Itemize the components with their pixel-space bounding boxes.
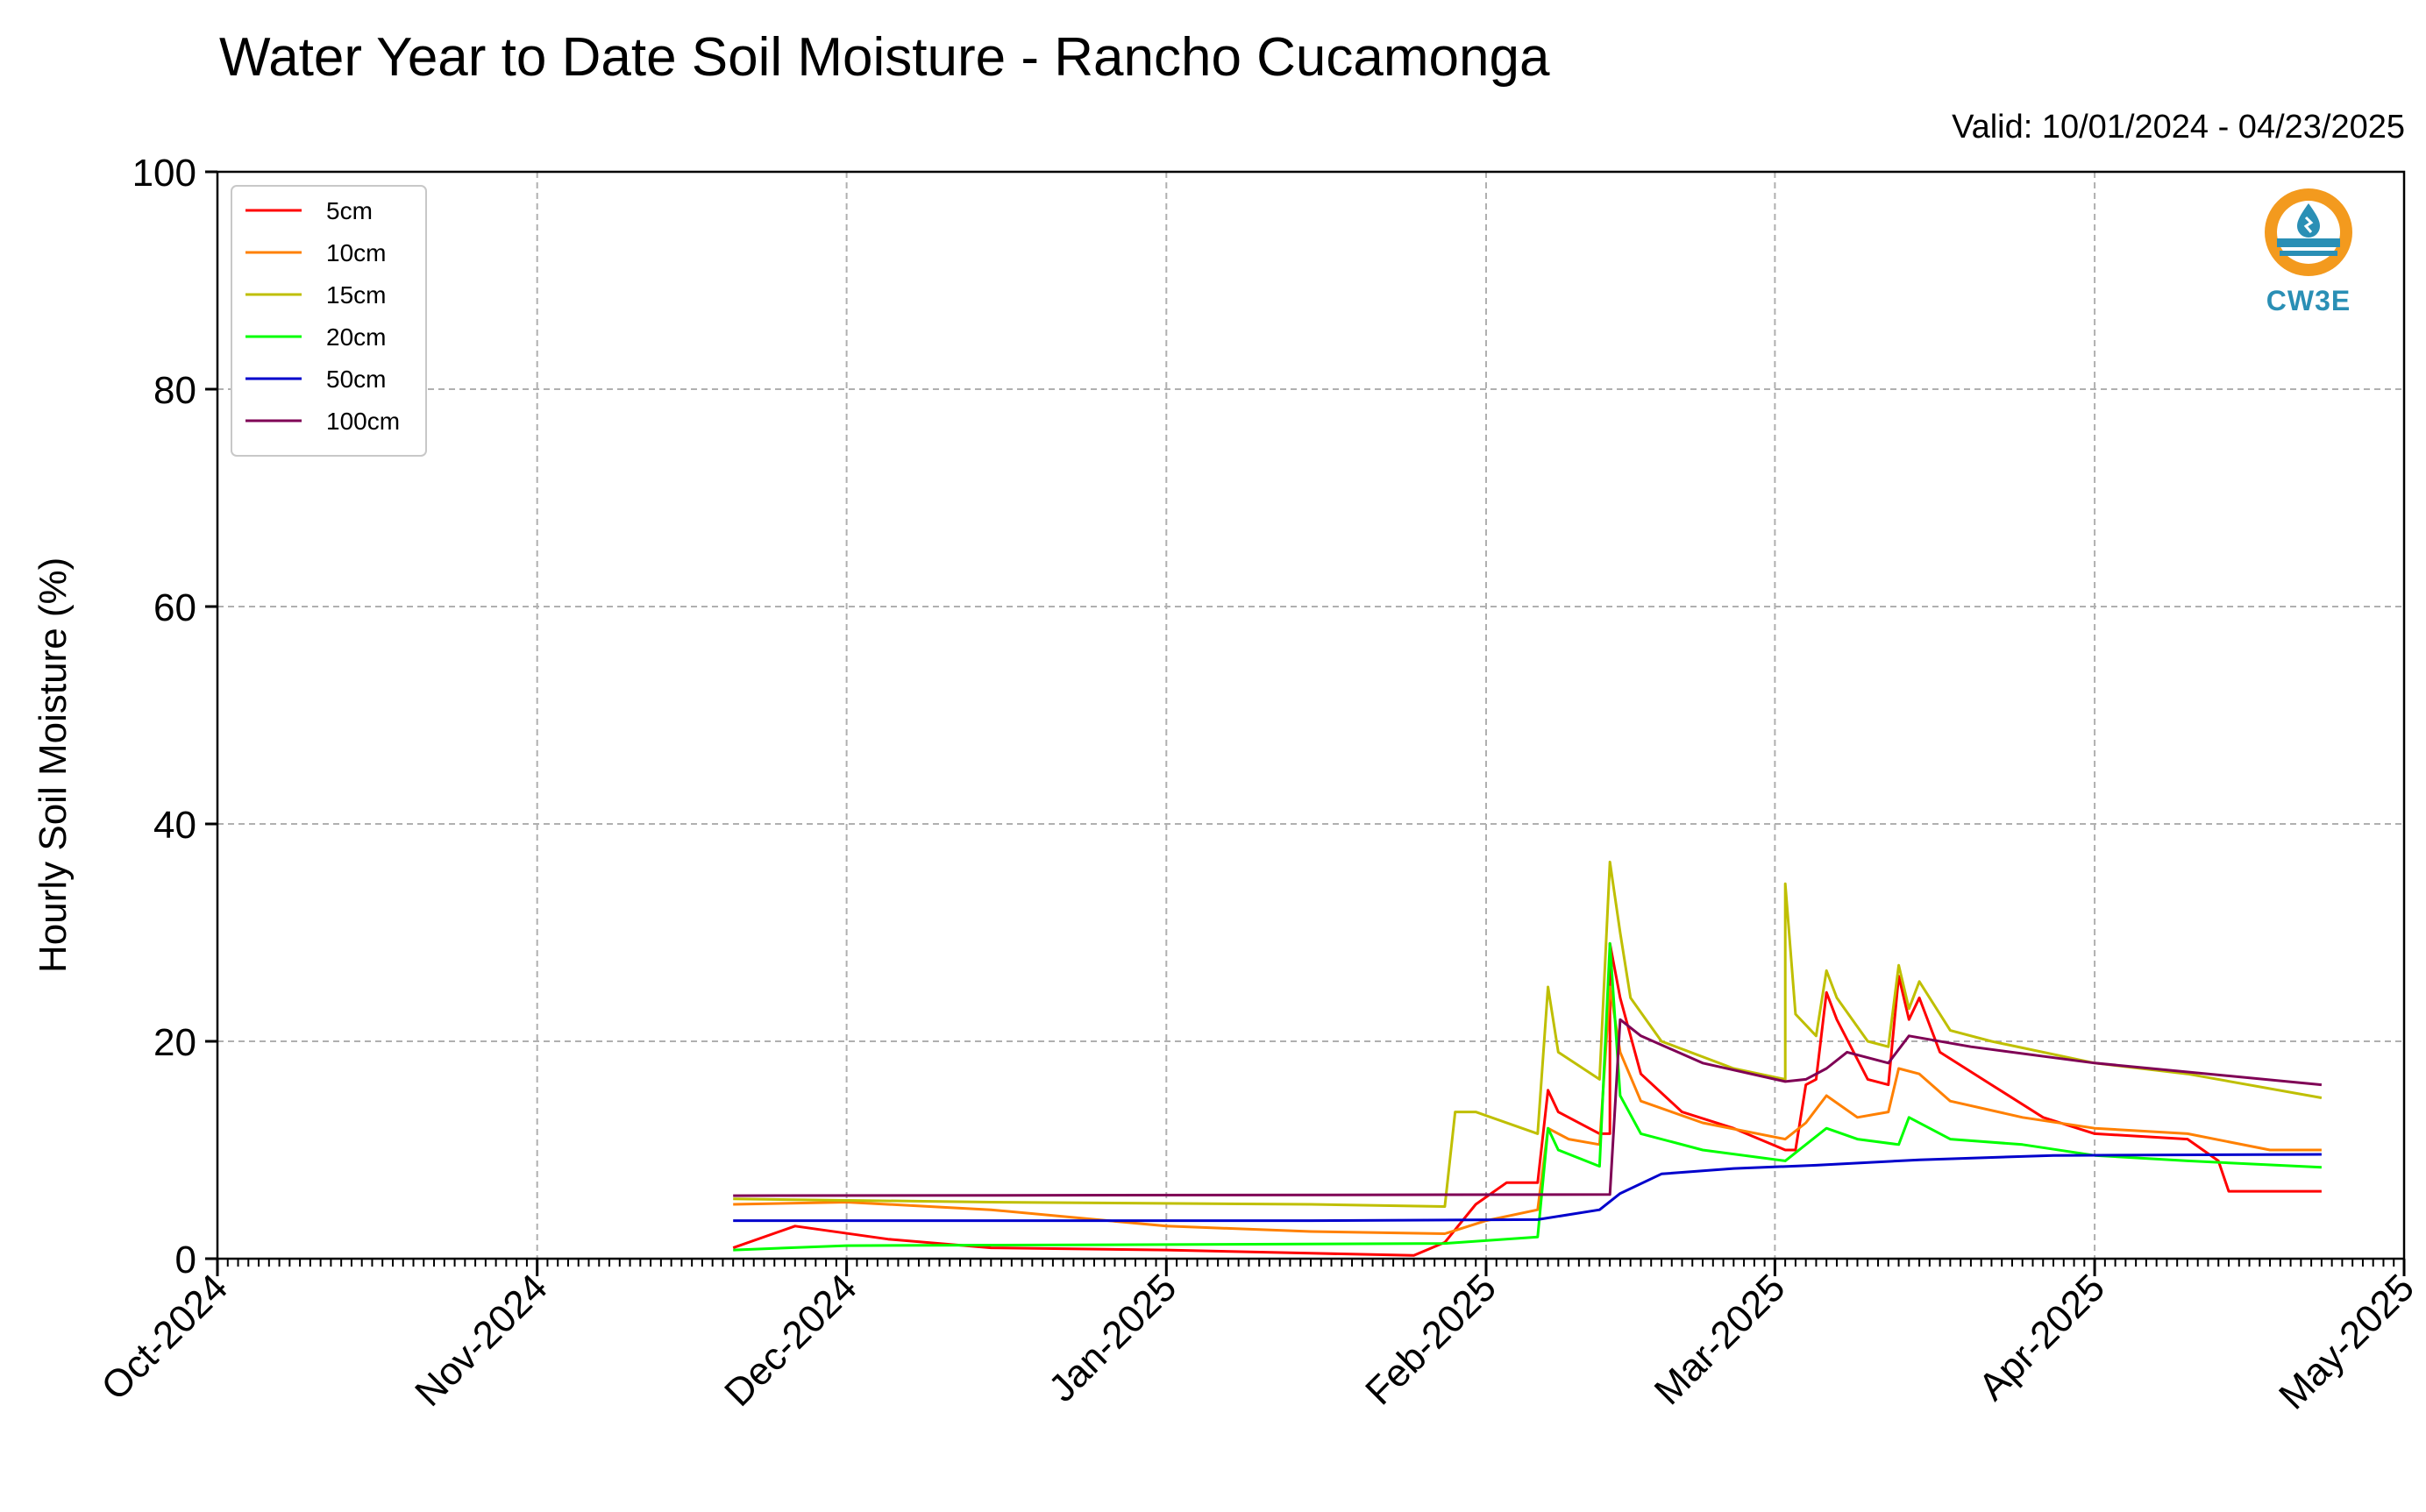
series-line-20cm [733, 941, 2322, 1252]
series-line-10cm [733, 985, 2322, 1235]
y-tick-label: 0 [175, 1239, 196, 1281]
legend-label-15cm: 15cm [326, 281, 386, 309]
valid-date-range: Valid: 10/01/2024 - 04/23/2025 [1952, 109, 2405, 146]
legend: 5cm 10cm 15cm 20cm 50cm 100cm [231, 185, 427, 457]
x-tick-label: Nov-2024 [407, 1266, 556, 1415]
x-tick-label: Oct-2024 [93, 1266, 236, 1409]
series-line-50cm [733, 1153, 2322, 1223]
x-tick-label: Jan-2025 [1041, 1266, 1185, 1409]
cw3e-logo-icon [2265, 188, 2352, 276]
cw3e-logo-text: CW3E [2266, 285, 2351, 316]
chart-title: Water Year to Date Soil Moisture - Ranch… [219, 27, 1550, 88]
x-tick-label: Mar-2025 [1647, 1266, 1794, 1413]
x-tick-label: Dec-2024 [716, 1266, 865, 1415]
legend-label-20cm: 20cm [326, 323, 386, 351]
y-tick-label: 40 [153, 804, 196, 847]
y-tick-label: 100 [132, 152, 196, 195]
legend-label-5cm: 5cm [326, 197, 373, 224]
legend-label-10cm: 10cm [326, 239, 386, 266]
axes: Oct-2024 Nov-2024 Dec-2024 Jan-2025 Feb-2025… [93, 152, 2422, 1417]
y-tick-label: 60 [153, 586, 196, 629]
y-tick-label: 80 [153, 369, 196, 412]
x-tick-label: Apr-2025 [1971, 1266, 2114, 1409]
x-tick-label: Feb-2025 [1357, 1266, 1505, 1413]
plot-frame [216, 170, 2406, 1260]
grid-lines [217, 171, 2405, 1260]
legend-label-50cm: 50cm [326, 366, 386, 393]
series-line-100cm [733, 1018, 2323, 1197]
cw3e-logo: CW3E [2247, 184, 2370, 317]
series-lines [732, 860, 2323, 1257]
x-tick-label: May-2025 [2271, 1266, 2422, 1417]
y-tick-label: 20 [153, 1021, 196, 1064]
series-line-15cm [733, 860, 2323, 1208]
legend-label-100cm: 100cm [326, 408, 400, 435]
